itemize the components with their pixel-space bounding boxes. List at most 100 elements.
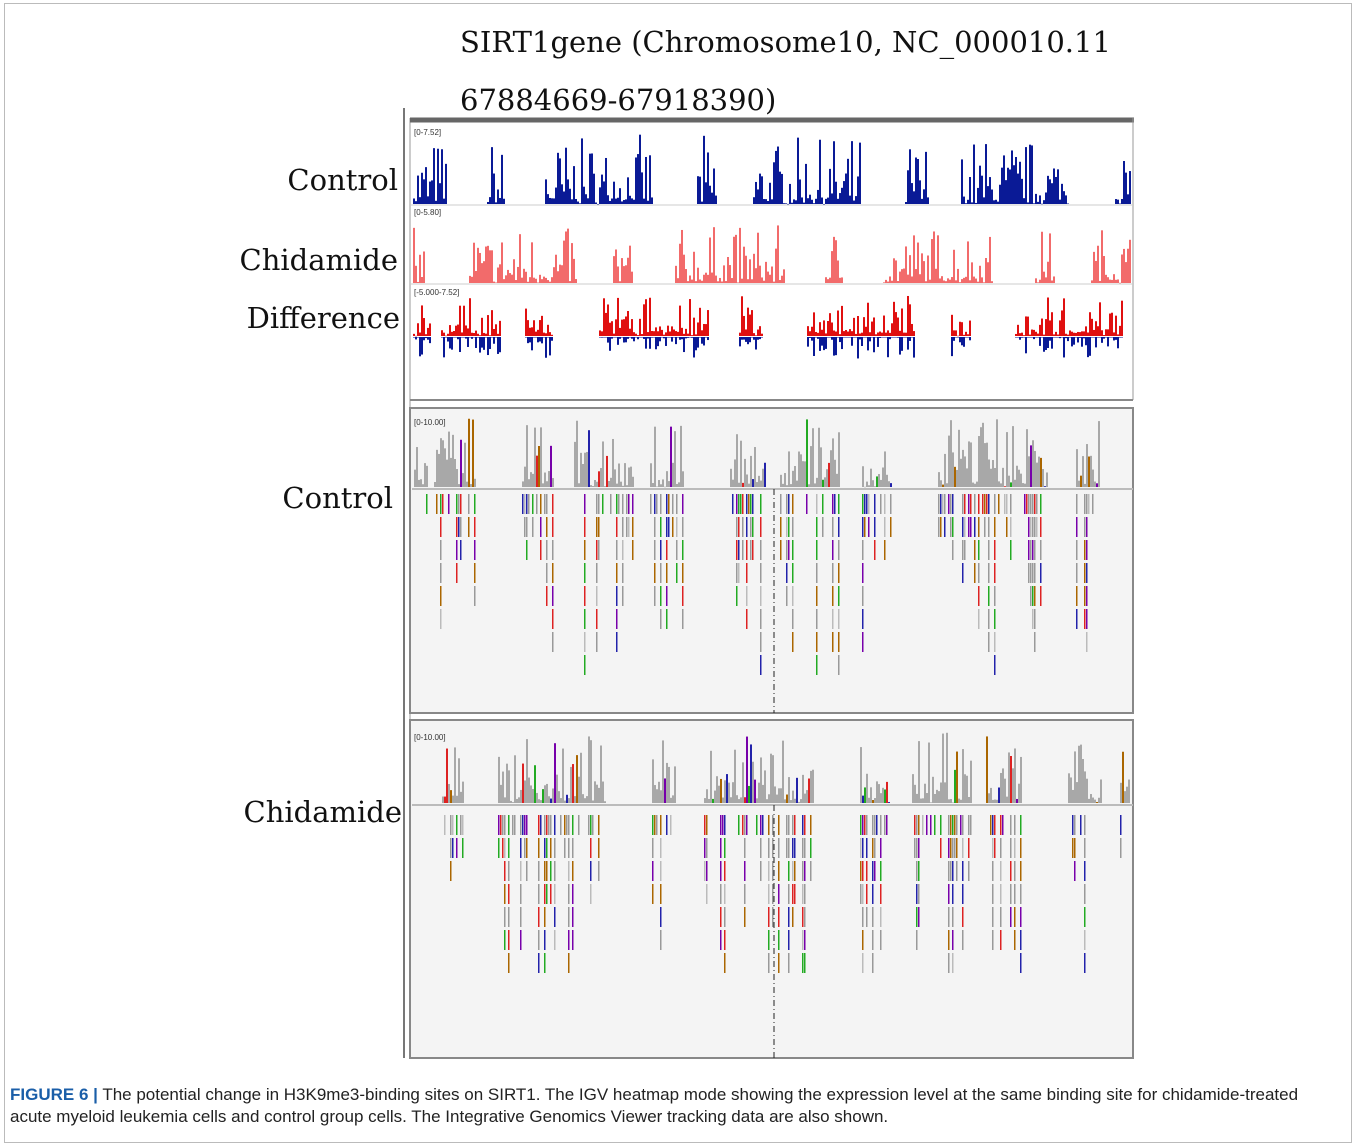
coverage-bar	[643, 199, 645, 204]
coverage-bar	[998, 481, 1000, 487]
difference-bar	[549, 337, 551, 355]
difference-bar	[607, 337, 609, 343]
read	[816, 563, 818, 583]
read	[1024, 494, 1026, 514]
read	[978, 517, 980, 537]
coverage-bar	[520, 790, 522, 803]
coverage-bar	[579, 203, 581, 204]
coverage-bar	[697, 268, 699, 283]
difference-bar	[1115, 337, 1117, 340]
difference-bar	[635, 334, 637, 336]
coverage-bar	[1072, 790, 1074, 803]
difference-bar	[459, 306, 461, 336]
difference-bar	[1043, 337, 1045, 352]
read	[526, 815, 528, 835]
coverage-bar	[460, 792, 462, 803]
difference-bar	[541, 316, 543, 336]
read	[628, 517, 630, 537]
difference-bar	[657, 337, 659, 346]
difference-bar	[1017, 325, 1019, 336]
coverage-bar	[958, 430, 960, 487]
read	[1000, 815, 1002, 835]
read	[868, 517, 870, 537]
coverage-bar	[837, 199, 839, 204]
range-label: [0-7.52]	[414, 128, 441, 137]
read	[666, 609, 668, 629]
read	[668, 517, 670, 537]
read	[458, 494, 460, 514]
coverage-bar	[909, 149, 911, 204]
read	[626, 517, 628, 537]
track-label: Control	[287, 163, 398, 197]
coverage-bar	[456, 469, 458, 487]
read	[992, 815, 994, 835]
coverage-bar	[445, 164, 447, 204]
difference-bar	[629, 337, 631, 338]
coverage-bar	[765, 262, 767, 283]
coverage-bar	[954, 770, 956, 803]
coverage-bar	[808, 779, 810, 803]
difference-bar	[537, 330, 539, 336]
read	[1032, 563, 1034, 583]
difference-bar	[969, 337, 971, 340]
read	[538, 884, 540, 904]
coverage-bar	[415, 201, 417, 204]
difference-bar	[623, 319, 625, 336]
difference-bar	[691, 337, 693, 338]
read	[720, 907, 722, 927]
read	[1010, 517, 1012, 537]
coverage-bar	[965, 277, 967, 283]
read	[552, 517, 554, 537]
read	[952, 815, 954, 835]
coverage-bar	[992, 460, 994, 487]
read	[520, 861, 522, 881]
difference-bar	[609, 323, 611, 336]
coverage-bar	[797, 138, 799, 204]
read	[788, 815, 790, 835]
read	[948, 953, 950, 973]
read	[872, 838, 874, 858]
coverage-bar	[919, 180, 921, 204]
read	[540, 494, 542, 514]
difference-bar	[447, 337, 449, 342]
coverage-bar	[864, 487, 866, 488]
coverage-bar	[800, 454, 802, 487]
coverage-bar	[1078, 746, 1080, 803]
read	[992, 907, 994, 927]
coverage-bar	[820, 447, 822, 487]
read	[550, 838, 552, 858]
read	[938, 517, 940, 537]
coverage-bar	[980, 427, 982, 487]
coverage-bar	[987, 186, 989, 204]
read	[552, 563, 554, 583]
difference-bar	[1109, 314, 1111, 336]
coverage-bar	[565, 148, 567, 204]
read	[546, 815, 548, 835]
coverage-bar	[1080, 476, 1082, 487]
read	[978, 609, 980, 629]
read	[544, 838, 546, 858]
read	[572, 838, 574, 858]
difference-bar	[1035, 332, 1037, 336]
read	[792, 632, 794, 652]
difference-bar	[659, 326, 661, 336]
coverage-bar	[503, 199, 505, 204]
coverage-bar	[882, 788, 884, 803]
coverage-bar	[795, 200, 797, 204]
coverage-bar	[884, 789, 886, 803]
difference-bar	[485, 337, 487, 338]
coverage-bar	[654, 785, 656, 803]
coverage-bar	[956, 470, 958, 487]
difference-bar	[481, 318, 483, 336]
read	[1074, 815, 1076, 835]
difference-bar	[705, 337, 707, 338]
coverage-bar	[1126, 787, 1128, 803]
coverage-bar	[943, 280, 945, 283]
coverage-bar	[1080, 745, 1082, 803]
difference-bar	[697, 337, 699, 348]
difference-bar	[479, 335, 481, 336]
read	[736, 517, 738, 537]
read	[838, 586, 840, 606]
coverage-bar	[446, 460, 448, 487]
difference-bar	[1039, 337, 1041, 346]
